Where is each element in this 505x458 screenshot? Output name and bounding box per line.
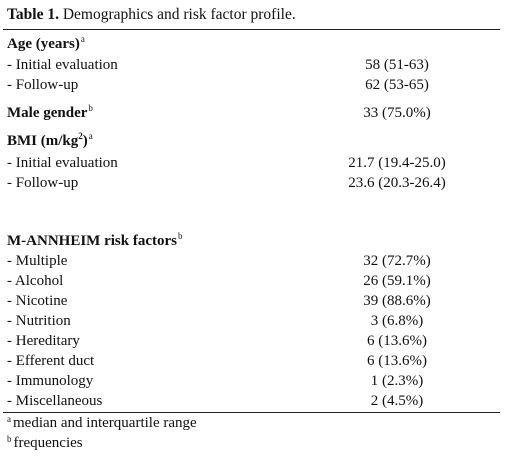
table-title: Table 1. Demographics and risk factor pr…: [7, 7, 296, 23]
risk-value: 6 (13.6%): [367, 333, 427, 349]
risk-row: - Nicotine 39 (88.6%): [7, 294, 497, 314]
age-followup-label: - Follow-up: [7, 77, 79, 93]
bmi-heading: BMI (m/kg2)a: [7, 131, 93, 149]
footnote-a-mark: a: [7, 414, 11, 424]
bmi-followup-value: 23.6 (20.3-26.4): [348, 175, 446, 191]
male-gender-text: Male gender: [7, 105, 88, 121]
bmi-initial-row: - Initial evaluation 21.7 (19.4-25.0): [7, 156, 497, 176]
bmi-heading-close: ): [82, 133, 88, 149]
risk-value: 26 (59.1%): [363, 273, 431, 289]
age-heading-row: Age (years)a: [7, 34, 497, 57]
risk-row: - Nutrition 3 (6.8%): [7, 314, 497, 334]
male-footnote-mark: b: [88, 103, 93, 113]
male-gender-row: Male genderb 33 (75.0%): [7, 103, 497, 126]
bmi-followup-label: - Follow-up: [7, 175, 79, 191]
footnote-b: b frequencies: [7, 434, 83, 451]
risk-label: - Nicotine: [7, 293, 68, 309]
risk-value: 39 (88.6%): [363, 293, 431, 309]
risk-label: - Miscellaneous: [7, 393, 103, 409]
age-heading-text: Age (years): [7, 36, 80, 52]
bmi-footnote-mark: a: [88, 131, 93, 141]
age-initial-value: 58 (51-63): [365, 57, 429, 73]
male-gender-heading: Male genderb: [7, 103, 93, 121]
bmi-followup-row: - Follow-up 23.6 (20.3-26.4): [7, 176, 497, 196]
risk-label: - Immunology: [7, 373, 94, 389]
risk-label: - Hereditary: [7, 333, 80, 349]
top-rule: [3, 29, 500, 30]
age-initial-label: - Initial evaluation: [7, 57, 118, 73]
footnote-a-text: median and interquartile range: [13, 415, 197, 431]
risk-value: 32 (72.7%): [363, 253, 431, 269]
risk-value: 1 (2.3%): [370, 373, 424, 389]
male-gender-value: 33 (75.0%): [363, 105, 431, 121]
risk-row: - Miscellaneous 2 (4.5%): [7, 394, 497, 414]
age-heading: Age (years)a: [7, 34, 85, 52]
risk-label: - Nutrition: [7, 313, 71, 329]
bmi-unit-exponent: 2: [78, 131, 83, 141]
risk-row: - Hereditary 6 (13.6%): [7, 334, 497, 354]
table-caption: Demographics and risk factor profile.: [58, 6, 296, 23]
risk-heading-text: M-ANNHEIM risk factors: [7, 233, 177, 249]
bmi-initial-value: 21.7 (19.4-25.0): [348, 155, 446, 171]
risk-value: 3 (6.8%): [370, 313, 424, 329]
risk-label: - Multiple: [7, 253, 68, 269]
age-followup-row: - Follow-up 62 (53-65): [7, 78, 497, 98]
risk-value: 2 (4.5%): [370, 393, 424, 409]
age-initial-row: - Initial evaluation 58 (51-63): [7, 58, 497, 78]
risk-row: - Alcohol 26 (59.1%): [7, 274, 497, 294]
table-number: Table 1.: [7, 6, 59, 23]
age-followup-value: 62 (53-65): [365, 77, 429, 93]
footnote-a: a median and interquartile range: [7, 414, 197, 431]
age-footnote-mark: a: [80, 34, 85, 44]
risk-label: - Alcohol: [7, 273, 64, 289]
footnote-b-mark: b: [7, 434, 12, 444]
risk-row: - Efferent duct 6 (13.6%): [7, 354, 497, 374]
risk-heading: M-ANNHEIM risk factorsb: [7, 231, 183, 249]
risk-footnote-mark: b: [177, 231, 183, 241]
risk-row: - Immunology 1 (2.3%): [7, 374, 497, 394]
risk-value: 6 (13.6%): [367, 353, 427, 369]
bmi-initial-label: - Initial evaluation: [7, 155, 118, 171]
bmi-heading-row: BMI (m/kg2)a: [7, 131, 497, 154]
bmi-heading-text: BMI (m/kg: [7, 133, 79, 149]
risk-label: - Efferent duct: [7, 353, 95, 369]
footnote-b-text: frequencies: [13, 435, 83, 451]
risk-row: - Multiple 32 (72.7%): [7, 254, 497, 274]
risk-heading-row: M-ANNHEIM risk factorsb: [7, 231, 497, 254]
bottom-rule: [3, 412, 500, 413]
